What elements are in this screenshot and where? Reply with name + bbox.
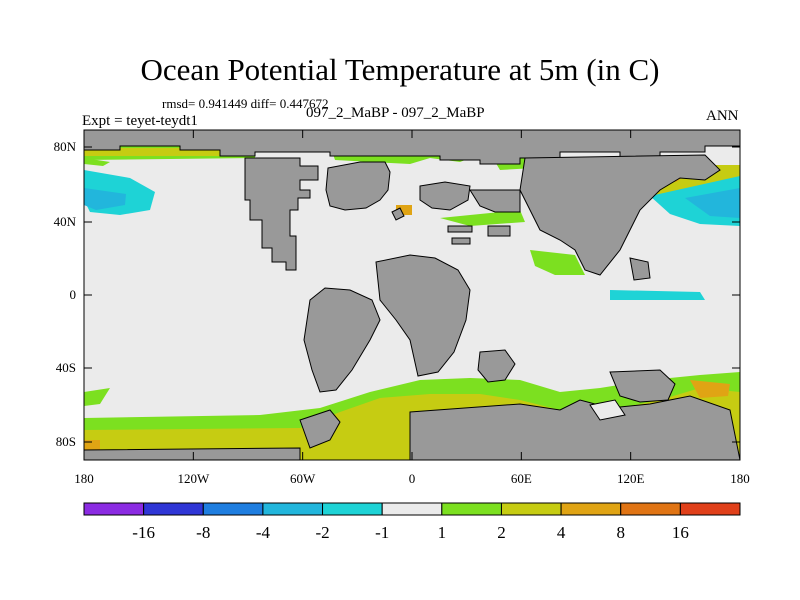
case-text: 097_2_MaBP - 097_2_MaBP bbox=[306, 105, 485, 121]
lat-axis: 80N 40N 0 40S 80S bbox=[54, 139, 740, 449]
expt-text: Expt = teyet-teydt1 bbox=[82, 113, 198, 129]
antarctica-west-land bbox=[84, 447, 301, 460]
colorbar-label: -16 bbox=[132, 523, 155, 542]
so-green-west bbox=[84, 388, 110, 406]
madagascar-land bbox=[477, 349, 516, 383]
med-green-patch bbox=[440, 210, 525, 226]
lon-axis: 180 120W 60W 0 60E 120E 180 bbox=[74, 130, 750, 486]
colorbar-box bbox=[262, 502, 324, 516]
season-text: ANN bbox=[706, 108, 739, 124]
lat-tick-label: 40S bbox=[56, 360, 76, 375]
land-layer bbox=[84, 130, 740, 460]
so-orange-west bbox=[84, 440, 100, 452]
colorbar-box bbox=[83, 502, 145, 516]
plot-title: Ocean Potential Temperature at 5m (in C) bbox=[140, 52, 660, 87]
colorbar-box bbox=[441, 502, 502, 516]
colorbar-box bbox=[322, 502, 383, 516]
eq-pacific-cyan-strip bbox=[610, 290, 705, 300]
lon-tick-label: 0 bbox=[409, 471, 416, 486]
asia-land bbox=[519, 154, 721, 276]
lat-tick-label: 80S bbox=[56, 434, 76, 449]
colorbar-box bbox=[202, 502, 264, 516]
colorbar-label: -1 bbox=[375, 523, 389, 542]
lon-tick-label: 60W bbox=[290, 471, 316, 486]
europe-land bbox=[469, 189, 521, 213]
lon-tick-label: 120E bbox=[617, 471, 645, 486]
colorbar-label: -4 bbox=[256, 523, 271, 542]
antarctica-land bbox=[409, 395, 740, 460]
britain-land bbox=[391, 207, 405, 221]
atlantic-green-patch-west bbox=[84, 158, 110, 166]
arabia-north-land bbox=[487, 225, 511, 237]
colorbar-label: 16 bbox=[672, 523, 689, 542]
colorbar-box bbox=[679, 502, 741, 516]
colorbar-box bbox=[500, 502, 562, 516]
mediterranean-island bbox=[447, 225, 473, 233]
antarctic-peninsula-land bbox=[299, 409, 341, 449]
map-area bbox=[84, 130, 740, 460]
colorbar: -16 -8 -4 -2 -1 1 2 4 8 16 bbox=[83, 502, 741, 542]
lat-tick-label: 40N bbox=[54, 214, 77, 229]
indian-green-patch bbox=[530, 250, 585, 275]
colorbar-label: -2 bbox=[315, 523, 329, 542]
colorbar-label: 8 bbox=[616, 523, 625, 542]
colorbar-box bbox=[143, 502, 204, 516]
colorbar-box bbox=[620, 502, 681, 516]
greenland-land bbox=[325, 161, 391, 211]
colorbar-label: 1 bbox=[438, 523, 447, 542]
south-america-land bbox=[303, 287, 381, 393]
med-island-2 bbox=[451, 237, 471, 245]
pacific-blue-core bbox=[84, 188, 126, 210]
colorbar-box bbox=[381, 502, 443, 516]
lon-tick-label: 120W bbox=[177, 471, 210, 486]
nw-pacific-blue-core bbox=[685, 188, 740, 218]
so-orange-east bbox=[690, 380, 730, 398]
lon-tick-label: 60E bbox=[511, 471, 532, 486]
north-america-land bbox=[244, 157, 319, 271]
africa-land bbox=[375, 254, 471, 377]
colorbar-label: -8 bbox=[196, 523, 210, 542]
lon-tick-label: 180 bbox=[730, 471, 750, 486]
scandinavia-land bbox=[419, 181, 471, 211]
stats-text: rmsd= 0.941449 diff= 0.447672 bbox=[162, 96, 329, 111]
se-asia-land bbox=[629, 257, 651, 281]
colorbar-label: 4 bbox=[557, 523, 566, 542]
ross-sea-opening bbox=[589, 399, 626, 421]
colorbar-label: 2 bbox=[497, 523, 506, 542]
colorbar-box bbox=[560, 502, 622, 516]
lon-tick-label: 180 bbox=[74, 471, 94, 486]
arctic-land bbox=[84, 130, 740, 165]
lat-tick-label: 80N bbox=[54, 139, 77, 154]
lat-tick-label: 0 bbox=[70, 287, 77, 302]
